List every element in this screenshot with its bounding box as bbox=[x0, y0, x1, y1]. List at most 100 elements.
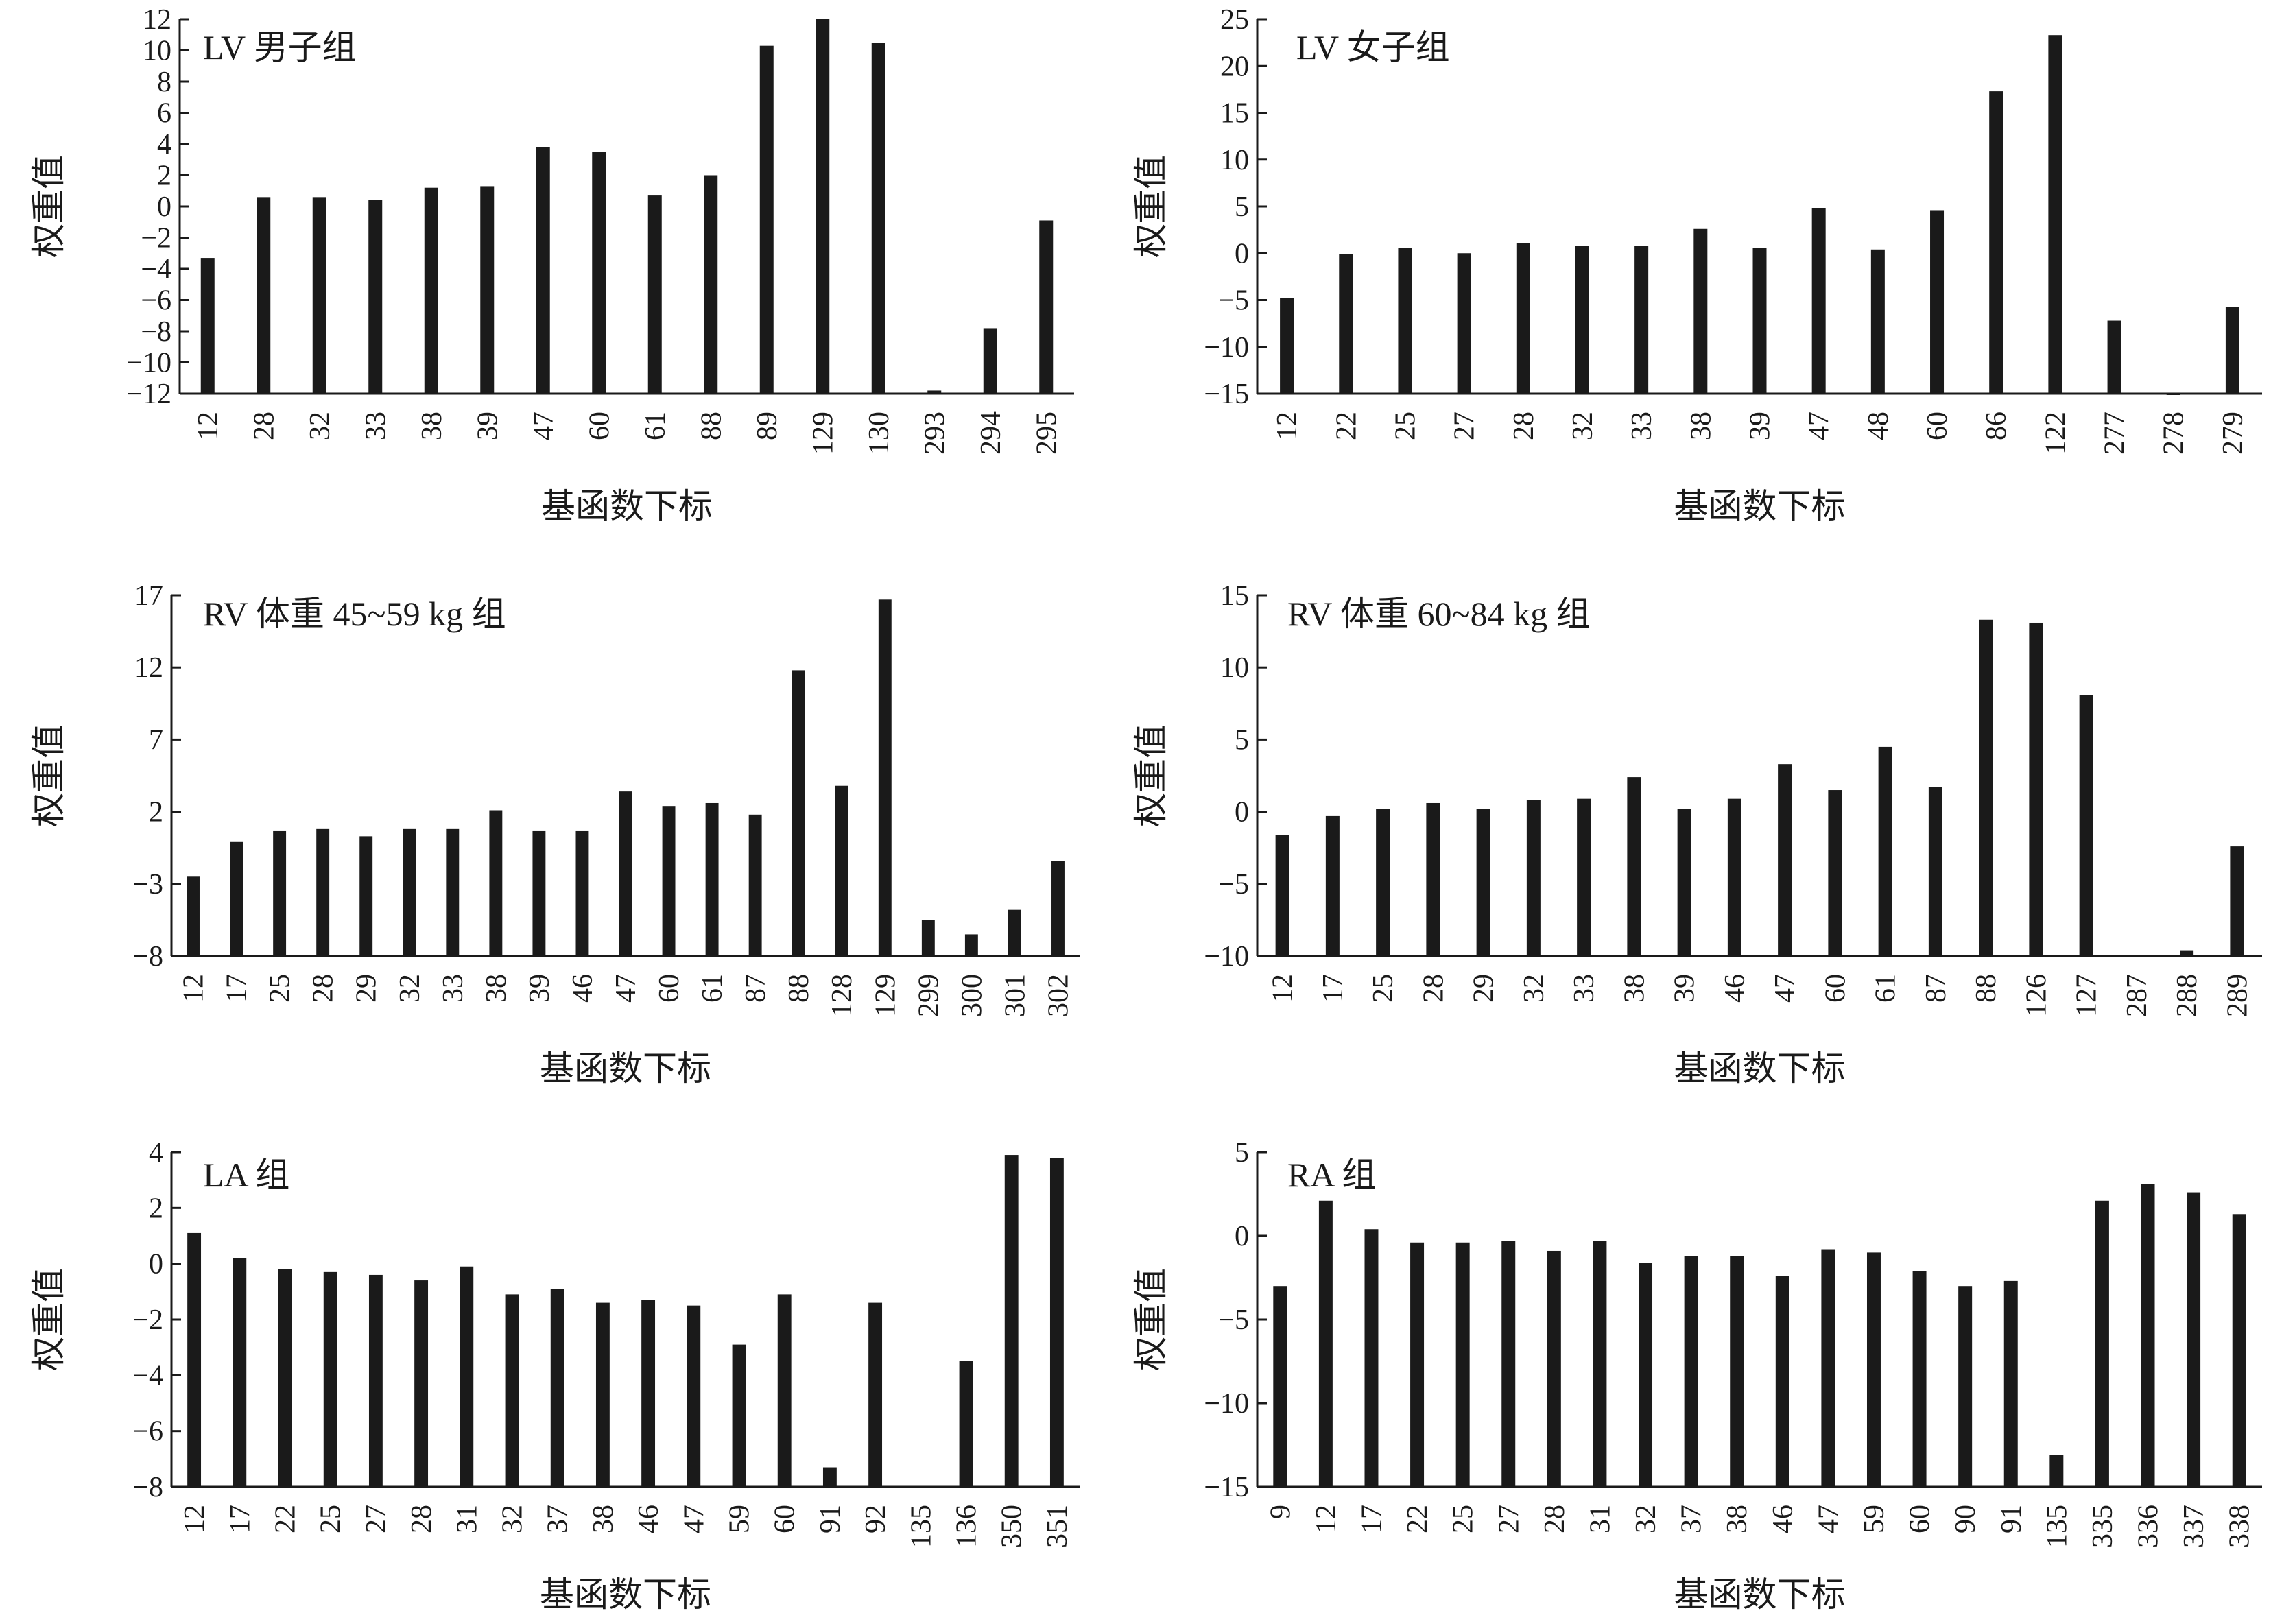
bar bbox=[1693, 228, 1708, 394]
y-tick-label: 0 bbox=[1235, 1221, 1249, 1252]
x-tick-label: 88 bbox=[1971, 974, 2002, 1003]
x-tick-label: 12 bbox=[1268, 974, 1299, 1003]
x-tick-label: 338 bbox=[2224, 1505, 2256, 1548]
bar bbox=[687, 1305, 701, 1487]
bar bbox=[187, 1232, 202, 1487]
bar bbox=[1752, 248, 1767, 394]
bar bbox=[200, 258, 215, 394]
panel-title: LV 男子组 bbox=[203, 28, 357, 67]
x-tick-label: 22 bbox=[1331, 411, 1362, 440]
y-tick-label: −15 bbox=[1204, 379, 1249, 410]
bar bbox=[868, 1302, 883, 1487]
x-tick-label: 88 bbox=[783, 974, 815, 1003]
x-tick-label: 39 bbox=[1745, 411, 1776, 440]
bar bbox=[1775, 1276, 1789, 1487]
bar bbox=[732, 1344, 746, 1487]
bar bbox=[1039, 220, 1054, 394]
bar bbox=[1275, 835, 1289, 956]
bar bbox=[662, 806, 676, 956]
bar bbox=[1457, 253, 1471, 394]
y-tick-label: 0 bbox=[1235, 238, 1249, 270]
x-tick-label: 48 bbox=[1863, 411, 1894, 440]
x-tick-label: 31 bbox=[1584, 1505, 1616, 1533]
bar bbox=[1979, 619, 1993, 956]
bar bbox=[704, 175, 718, 394]
x-tick-label: 33 bbox=[438, 974, 469, 1003]
y-tick-label: 20 bbox=[1220, 51, 1249, 82]
bar bbox=[505, 1294, 519, 1487]
bar bbox=[964, 934, 978, 956]
bar bbox=[878, 599, 892, 956]
bar bbox=[1426, 802, 1440, 956]
x-tick-label: 17 bbox=[1356, 1505, 1388, 1533]
x-tick-label: 12 bbox=[179, 1505, 211, 1533]
bar bbox=[1778, 764, 1792, 956]
bar bbox=[2049, 1455, 2064, 1487]
x-tick-label: 47 bbox=[1804, 411, 1835, 440]
x-tick-label: 22 bbox=[270, 1505, 302, 1533]
bar bbox=[2029, 622, 2043, 956]
bar bbox=[835, 785, 848, 956]
bar bbox=[914, 1487, 928, 1488]
x-tick-label: 28 bbox=[1539, 1505, 1571, 1533]
y-tick-label: −15 bbox=[1204, 1472, 1249, 1503]
bar bbox=[592, 152, 606, 394]
x-tick-label: 60 bbox=[770, 1505, 801, 1533]
bar bbox=[233, 1258, 247, 1487]
x-axis-title: 基函数下标 bbox=[1674, 1575, 1846, 1614]
y-tick-label: −12 bbox=[126, 379, 171, 410]
x-tick-label: 33 bbox=[360, 411, 392, 440]
x-tick-label: 91 bbox=[815, 1505, 846, 1533]
bar bbox=[2079, 695, 2093, 956]
bar bbox=[2107, 320, 2121, 394]
x-tick-label: 12 bbox=[193, 411, 224, 440]
x-tick-label: 294 bbox=[975, 411, 1007, 455]
y-tick-label: 12 bbox=[134, 652, 163, 684]
y-tick-label: 2 bbox=[157, 160, 171, 192]
bar bbox=[1928, 787, 1942, 956]
bar bbox=[1398, 248, 1412, 394]
y-tick-label: 15 bbox=[1220, 580, 1249, 612]
x-tick-label: 32 bbox=[1519, 974, 1550, 1003]
bar bbox=[1280, 298, 1294, 394]
x-tick-label: 335 bbox=[2087, 1505, 2119, 1548]
x-tick-label: 61 bbox=[697, 974, 728, 1003]
y-tick-label: −2 bbox=[141, 223, 171, 254]
bar bbox=[1930, 210, 1945, 394]
x-tick-label: 9 bbox=[1265, 1505, 1296, 1519]
x-axis-title: 基函数下标 bbox=[540, 1575, 711, 1614]
x-tick-label: 87 bbox=[740, 974, 772, 1003]
x-tick-label: 47 bbox=[528, 411, 560, 440]
y-tick-label: −10 bbox=[1204, 332, 1249, 363]
x-axis-title: 基函数下标 bbox=[541, 487, 713, 525]
bar bbox=[959, 1361, 973, 1487]
x-tick-label: 47 bbox=[610, 974, 642, 1003]
x-tick-label: 29 bbox=[351, 974, 383, 1003]
y-tick-label: −10 bbox=[126, 348, 171, 379]
y-tick-label: 5 bbox=[1235, 724, 1249, 756]
x-tick-label: 32 bbox=[1567, 411, 1599, 440]
bar bbox=[368, 1274, 383, 1487]
y-tick-label: −10 bbox=[1204, 1388, 1249, 1420]
y-axis-title: 权重值 bbox=[29, 1268, 68, 1371]
x-tick-label: 46 bbox=[633, 1505, 665, 1533]
x-tick-label: 336 bbox=[2133, 1505, 2165, 1548]
y-tick-label: 8 bbox=[157, 67, 171, 98]
bar bbox=[359, 836, 373, 956]
y-tick-label: −10 bbox=[1204, 941, 1249, 972]
bar bbox=[1677, 809, 1691, 956]
x-tick-label: 32 bbox=[394, 974, 426, 1003]
bar bbox=[1364, 1229, 1379, 1487]
x-axis-title: 基函数下标 bbox=[1674, 1049, 1846, 1088]
bar bbox=[230, 841, 243, 956]
bar bbox=[1828, 790, 1842, 956]
x-tick-label: 60 bbox=[654, 974, 685, 1003]
y-tick-label: 5 bbox=[1235, 191, 1249, 223]
x-tick-label: 38 bbox=[588, 1505, 619, 1533]
x-tick-label: 33 bbox=[1626, 411, 1658, 440]
bar bbox=[1476, 809, 1490, 956]
y-tick-label: 25 bbox=[1220, 4, 1249, 36]
bar bbox=[368, 200, 383, 394]
y-tick-label: 15 bbox=[1220, 98, 1249, 130]
